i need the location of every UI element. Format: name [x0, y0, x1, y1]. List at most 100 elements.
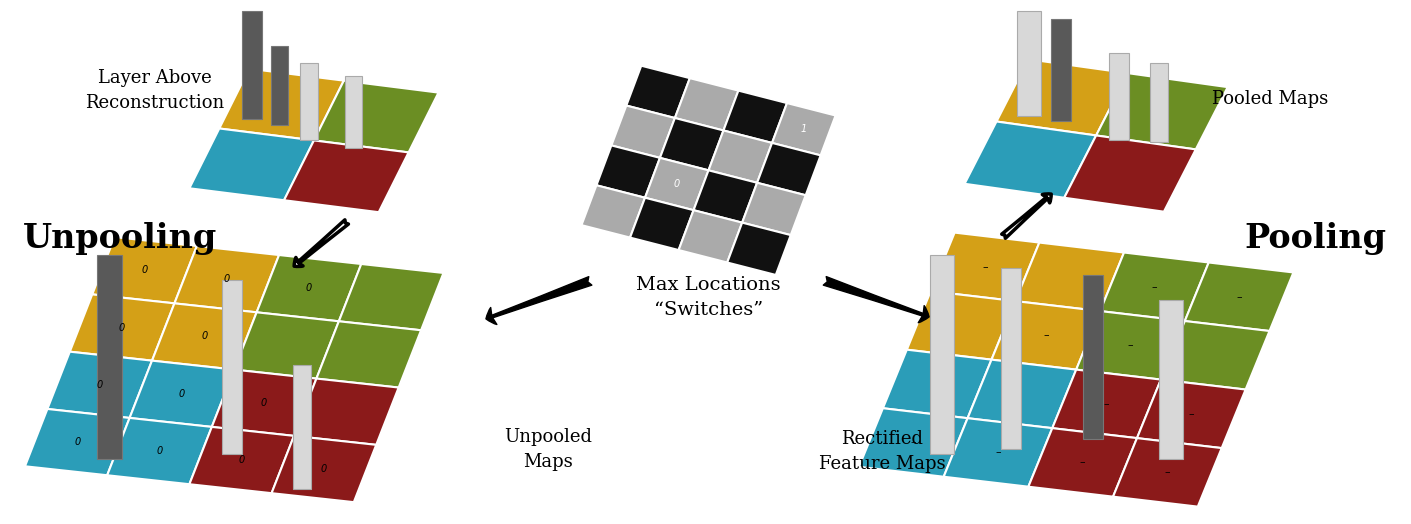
Polygon shape [257, 255, 361, 321]
Text: Layer Above
Reconstruction: Layer Above Reconstruction [85, 69, 224, 112]
Text: Max Locations
“Switches”: Max Locations “Switches” [636, 276, 780, 319]
Text: 0: 0 [223, 274, 230, 284]
Polygon shape [212, 369, 316, 436]
Polygon shape [1096, 73, 1228, 149]
Polygon shape [674, 78, 738, 130]
Text: Pooled Maps: Pooled Maps [1212, 90, 1329, 107]
Polygon shape [724, 91, 787, 143]
Polygon shape [996, 59, 1127, 136]
Text: 0: 0 [202, 332, 207, 342]
Polygon shape [1113, 438, 1222, 507]
Polygon shape [992, 301, 1101, 369]
Bar [271, 46, 288, 125]
Bar [1150, 63, 1168, 143]
Polygon shape [859, 408, 968, 477]
Polygon shape [1137, 379, 1246, 448]
Polygon shape [883, 350, 992, 418]
Polygon shape [189, 427, 293, 493]
Polygon shape [1053, 369, 1161, 438]
Text: 0: 0 [673, 179, 680, 189]
Polygon shape [152, 303, 257, 369]
Text: –: – [982, 262, 988, 272]
Text: 0: 0 [141, 265, 148, 275]
Polygon shape [25, 409, 130, 475]
Text: –: – [1236, 292, 1242, 302]
Polygon shape [679, 210, 742, 263]
Polygon shape [1161, 321, 1270, 389]
Text: 0: 0 [261, 398, 267, 408]
Text: 0: 0 [75, 437, 80, 447]
Polygon shape [772, 103, 835, 156]
Polygon shape [708, 130, 772, 183]
Polygon shape [944, 418, 1053, 487]
Text: –: – [1164, 467, 1170, 477]
Polygon shape [107, 418, 212, 484]
Bar [1051, 19, 1071, 121]
Bar [243, 11, 262, 118]
Text: 0: 0 [119, 322, 126, 333]
Polygon shape [660, 118, 724, 170]
Polygon shape [907, 291, 1016, 359]
Bar [97, 255, 123, 460]
Polygon shape [581, 185, 645, 237]
Text: –: – [1079, 457, 1085, 467]
Polygon shape [597, 146, 660, 198]
Text: Unpooling: Unpooling [23, 222, 217, 255]
Polygon shape [339, 264, 443, 330]
Polygon shape [1077, 311, 1185, 379]
Bar [301, 63, 317, 140]
Bar [1158, 300, 1182, 460]
Text: 0: 0 [157, 446, 162, 456]
Polygon shape [631, 198, 694, 250]
Text: Pooling: Pooling [1245, 222, 1387, 255]
Bar [1109, 53, 1129, 140]
Polygon shape [293, 378, 399, 445]
Polygon shape [965, 122, 1096, 198]
Polygon shape [1064, 136, 1195, 212]
Polygon shape [48, 352, 152, 418]
Polygon shape [313, 81, 439, 152]
Text: 0: 0 [320, 464, 327, 474]
Bar [293, 365, 310, 489]
Polygon shape [92, 237, 198, 303]
Text: –: – [1151, 282, 1157, 292]
Polygon shape [175, 246, 279, 312]
Bar [1002, 268, 1022, 449]
Polygon shape [968, 359, 1077, 428]
Polygon shape [727, 223, 790, 275]
Polygon shape [742, 183, 806, 235]
Text: 1: 1 [800, 124, 807, 134]
Polygon shape [611, 105, 674, 158]
Text: 0: 0 [179, 389, 185, 399]
Polygon shape [284, 140, 409, 212]
Polygon shape [316, 321, 420, 388]
Polygon shape [626, 66, 690, 118]
Polygon shape [189, 128, 313, 200]
Text: –: – [1127, 340, 1133, 351]
Bar [1017, 11, 1041, 115]
Polygon shape [1101, 253, 1209, 321]
Polygon shape [645, 158, 708, 210]
Polygon shape [1185, 263, 1294, 331]
Polygon shape [931, 233, 1040, 301]
Text: –: – [1188, 409, 1194, 419]
Text: 0: 0 [306, 283, 312, 293]
Text: –: – [910, 438, 916, 447]
Text: –: – [1043, 330, 1048, 341]
Bar [223, 280, 243, 454]
Polygon shape [1029, 428, 1137, 497]
Polygon shape [694, 170, 758, 223]
Polygon shape [234, 312, 339, 378]
Polygon shape [271, 436, 377, 502]
Bar [1084, 275, 1103, 439]
Text: Rectified
Feature Maps: Rectified Feature Maps [818, 430, 945, 473]
Bar [930, 255, 954, 454]
Polygon shape [758, 143, 821, 195]
Text: –: – [1103, 399, 1109, 409]
Bar [346, 75, 363, 148]
Text: Unpooled
Maps: Unpooled Maps [504, 428, 593, 471]
Polygon shape [130, 361, 234, 427]
Text: –: – [995, 447, 1000, 457]
Polygon shape [1016, 243, 1125, 311]
Text: 0: 0 [96, 380, 103, 390]
